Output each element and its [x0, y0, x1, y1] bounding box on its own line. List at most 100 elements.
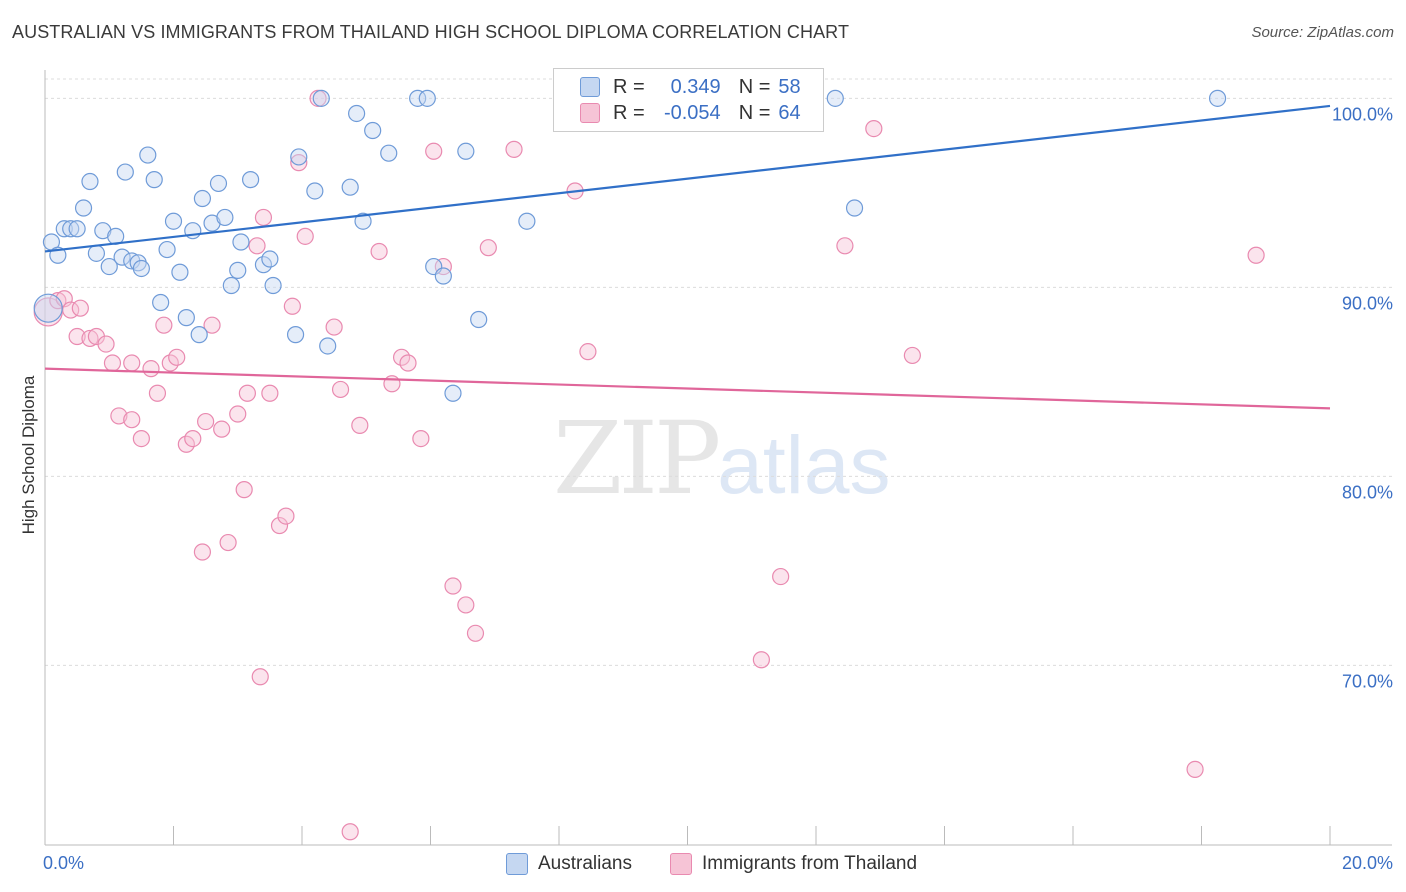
data-point	[261, 250, 279, 268]
data-point	[158, 240, 176, 259]
bottom-legend-thailand[interactable]: Immigrants from Thailand	[670, 851, 917, 877]
data-point	[341, 823, 359, 841]
gridlines	[45, 78, 1392, 666]
series-immigrants-thailand	[33, 89, 1265, 841]
data-point	[197, 412, 215, 431]
data-point	[444, 384, 462, 402]
data-point	[836, 237, 854, 255]
data-point	[1186, 760, 1204, 778]
trend-line-1	[44, 367, 1331, 410]
data-point	[193, 543, 212, 561]
data-point	[116, 163, 134, 181]
data-point	[1247, 246, 1265, 264]
data-point	[68, 220, 86, 238]
data-point	[100, 257, 118, 276]
y-tick-label: 100.0%	[1332, 104, 1393, 124]
data-point	[87, 244, 106, 262]
data-point	[213, 420, 231, 438]
y-tick-label: 90.0%	[1342, 293, 1393, 313]
data-point	[319, 337, 337, 355]
legend-r-value: 0.349	[670, 75, 721, 98]
data-point	[248, 237, 266, 255]
tick-labels: 100.0% 90.0% 80.0% 70.0% 0.0% 20.0%	[43, 104, 1393, 873]
data-point	[242, 171, 260, 189]
data-point	[123, 354, 141, 372]
chart-title: AUSTRALIAN VS IMMIGRANTS FROM THAILAND H…	[12, 22, 850, 42]
data-point	[103, 354, 122, 372]
data-point	[434, 257, 452, 276]
data-point	[341, 178, 359, 196]
data-point	[261, 384, 279, 402]
data-point	[251, 668, 269, 686]
axes	[44, 70, 1392, 846]
data-point	[412, 429, 430, 448]
watermark-atlas: atlas	[717, 420, 891, 511]
data-point	[312, 89, 330, 107]
data-point	[97, 335, 115, 353]
data-point	[142, 360, 160, 378]
data-point	[518, 212, 536, 230]
data-point	[81, 329, 99, 348]
legend-row-australians: R = 0.349 N = 58	[580, 74, 801, 100]
data-point	[283, 297, 301, 315]
data-point	[434, 267, 452, 285]
data-point	[62, 220, 80, 238]
data-point	[296, 227, 314, 245]
data-point	[425, 142, 443, 160]
data-point	[238, 384, 256, 402]
data-point	[55, 220, 73, 238]
data-point	[71, 299, 89, 317]
data-point	[277, 507, 295, 525]
data-point	[286, 326, 305, 344]
legend-r-label: R =	[613, 101, 645, 124]
legend-n-label: N =	[738, 75, 771, 98]
chart-source: Source: ZipAtlas.com	[1251, 24, 1394, 41]
data-point	[370, 242, 388, 261]
data-point	[479, 239, 497, 257]
bottom-legend-label-thailand: Immigrants from Thailand	[702, 853, 918, 874]
data-point	[505, 140, 523, 158]
data-point	[209, 174, 228, 193]
legend-swatch-thailand	[580, 103, 600, 123]
data-point	[399, 354, 417, 372]
data-point	[826, 89, 844, 107]
legend-n-label: N =	[738, 101, 771, 124]
data-point	[903, 346, 921, 365]
data-point	[222, 276, 240, 295]
data-point	[164, 212, 183, 230]
data-point	[306, 182, 324, 200]
data-point	[254, 208, 273, 227]
data-point	[229, 261, 247, 279]
legend-r-label: R =	[613, 75, 645, 98]
x-tick-label-end: 20.0%	[1342, 853, 1393, 873]
bottom-legend-australians[interactable]: Australians	[506, 851, 632, 877]
bottom-legend-swatch-thailand	[670, 853, 692, 875]
y-tick-label: 70.0%	[1342, 671, 1393, 691]
data-point	[74, 199, 93, 217]
data-point	[331, 380, 350, 399]
data-point	[145, 171, 163, 189]
data-point	[772, 567, 790, 586]
legend-swatch-australians	[580, 77, 600, 97]
y-tick-label: 80.0%	[1342, 482, 1393, 502]
data-point	[68, 327, 86, 346]
data-point	[380, 144, 398, 162]
legend-n-value: 58	[778, 75, 801, 98]
data-point	[110, 407, 128, 425]
data-point	[466, 624, 485, 642]
data-point	[123, 411, 141, 429]
data-point	[457, 596, 475, 614]
series-australians	[33, 89, 1227, 402]
data-point	[193, 189, 212, 208]
legend-row-thailand: R = -0.054 N = 64	[580, 100, 801, 126]
data-point	[457, 142, 475, 160]
data-point	[470, 310, 488, 329]
data-point	[132, 259, 150, 278]
legend-r-value: -0.054	[663, 101, 721, 124]
data-point	[351, 416, 369, 434]
data-point	[132, 429, 150, 448]
data-point	[348, 104, 366, 123]
data-point	[845, 199, 864, 217]
watermark-zip: ZIP	[553, 400, 721, 517]
